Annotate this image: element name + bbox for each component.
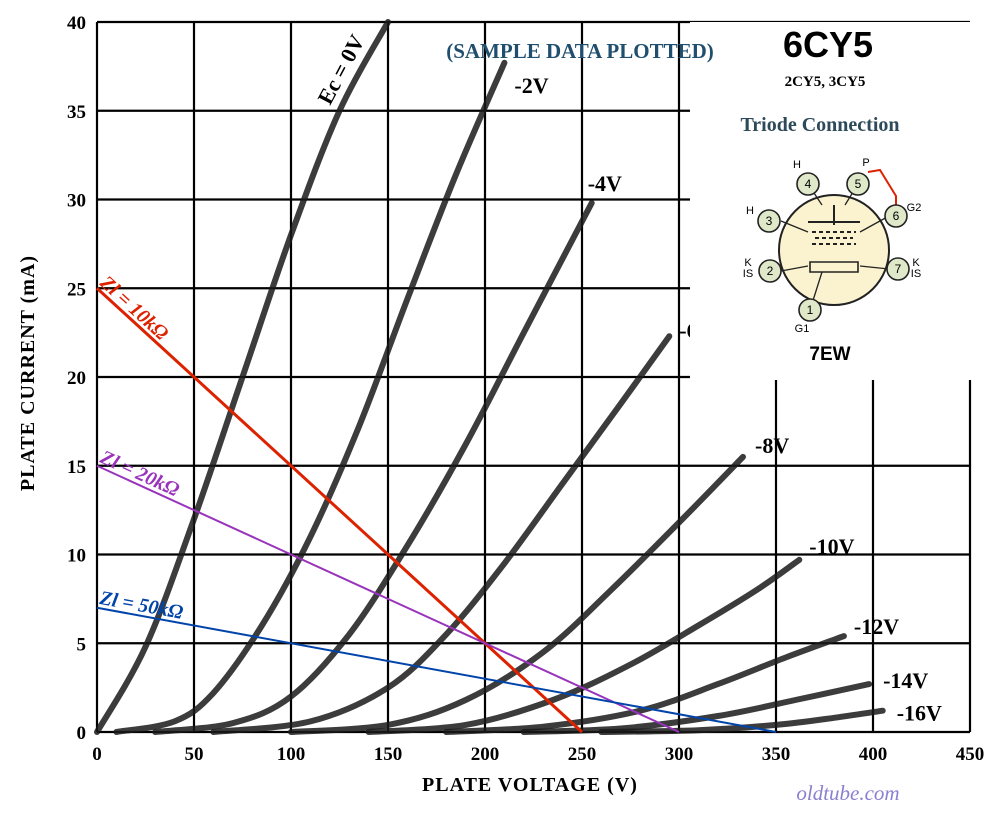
pin-6-circle [884, 204, 908, 228]
load-lines [95, 287, 777, 734]
strap-p-g2 [867, 168, 897, 210]
x-tick-label-250: 250 [568, 744, 597, 765]
x-tick-label-50: 50 [185, 744, 204, 765]
y-tick-label-5: 5 [77, 634, 87, 655]
load-line-zl-50k [96, 606, 777, 733]
x-tick-label-150: 150 [374, 744, 403, 765]
connection-type: Triode Connection [740, 114, 899, 136]
y-tick-label-10: 10 [67, 546, 86, 567]
curve-ec-0v [94, 19, 391, 735]
curve-label-16v: -16V [897, 701, 942, 726]
curve-label-4v: -4V [588, 171, 622, 196]
y-tick-label-35: 35 [67, 102, 86, 123]
pin-3-circle [757, 209, 781, 233]
y-tick-label-40: 40 [67, 13, 86, 34]
x-tick-label-100: 100 [277, 744, 306, 765]
pin-2-label: IS [743, 268, 753, 280]
pin-3-number: 3 [766, 214, 773, 228]
pin-7-number: 7 [895, 262, 902, 276]
x-tick-label-0: 0 [92, 744, 102, 765]
y-tick-label-25: 25 [67, 279, 86, 300]
load-line-zl-10k [95, 287, 584, 734]
pin-5-label: P [862, 157, 869, 169]
pin-7-label: K [912, 257, 920, 269]
plate-curves [94, 19, 886, 735]
plate-structure [808, 205, 860, 225]
curve-label-10v: -10V [809, 534, 854, 559]
grid-structure [812, 231, 856, 245]
x-tick-label-300: 300 [665, 744, 694, 765]
curve-label-12v: -12V [854, 614, 899, 639]
pin-4-number: 4 [805, 177, 812, 191]
y-tick-label-15: 15 [67, 457, 86, 478]
tube-alternates: 2CY5, 3CY5 [785, 74, 866, 90]
x-tick-label-350: 350 [762, 744, 791, 765]
pin-1-label: G1 [795, 323, 810, 335]
pin-1-circle [798, 298, 822, 322]
basing-code: 7EW [809, 344, 850, 365]
y-tick-label-30: 30 [67, 191, 86, 212]
sample-data-note: (SAMPLE DATA PLOTTED) [446, 39, 714, 63]
pin-3-label: H [746, 205, 754, 217]
pin-7-circle [886, 257, 910, 281]
curve-label-8v: -8V [755, 433, 789, 458]
tube-envelope [778, 194, 890, 306]
curve-12v [443, 633, 847, 735]
y-tick-label-20: 20 [67, 368, 86, 389]
pin-2-circle [758, 259, 782, 283]
pin-4-label: H [793, 159, 801, 171]
internal-leads [780, 183, 890, 311]
pin-2-number: 2 [767, 264, 774, 278]
x-tick-label-450: 450 [956, 744, 985, 765]
pin-2-label: K [744, 257, 752, 269]
curve-14v [520, 681, 873, 735]
curve-label-2v: -2V [514, 73, 548, 98]
curve-16v [598, 707, 886, 735]
load-line-zl-20k [96, 464, 680, 733]
pin-5-circle [846, 172, 870, 196]
curve-10v [365, 556, 803, 735]
tube-name: 6CY5 [783, 24, 873, 65]
x-tick-label-200: 200 [471, 744, 500, 765]
pin-6-number: 6 [893, 209, 900, 223]
curve-label-14v: -14V [883, 668, 928, 693]
curve-4v [152, 200, 595, 735]
cathode-structure [809, 261, 859, 273]
pin-6-label: G2 [907, 202, 922, 214]
pin-4-circle [796, 172, 820, 196]
pin-5-number: 5 [855, 177, 862, 191]
y-tick-label-0: 0 [77, 723, 87, 744]
curve-8v [288, 453, 746, 735]
x-tick-label-400: 400 [859, 744, 888, 765]
y-axis-title: PLATE CURRENT (mA) [17, 255, 39, 491]
curve-6v [210, 333, 673, 735]
pin-1-number: 1 [807, 303, 814, 317]
pin-7-label: IS [911, 268, 921, 280]
x-axis-title: PLATE VOLTAGE (V) [422, 774, 638, 796]
credit: oldtube.com [796, 781, 899, 805]
tick-labels: 0 50 100 150 200 250 300 350 400 4500510152025303… [67, 13, 984, 765]
